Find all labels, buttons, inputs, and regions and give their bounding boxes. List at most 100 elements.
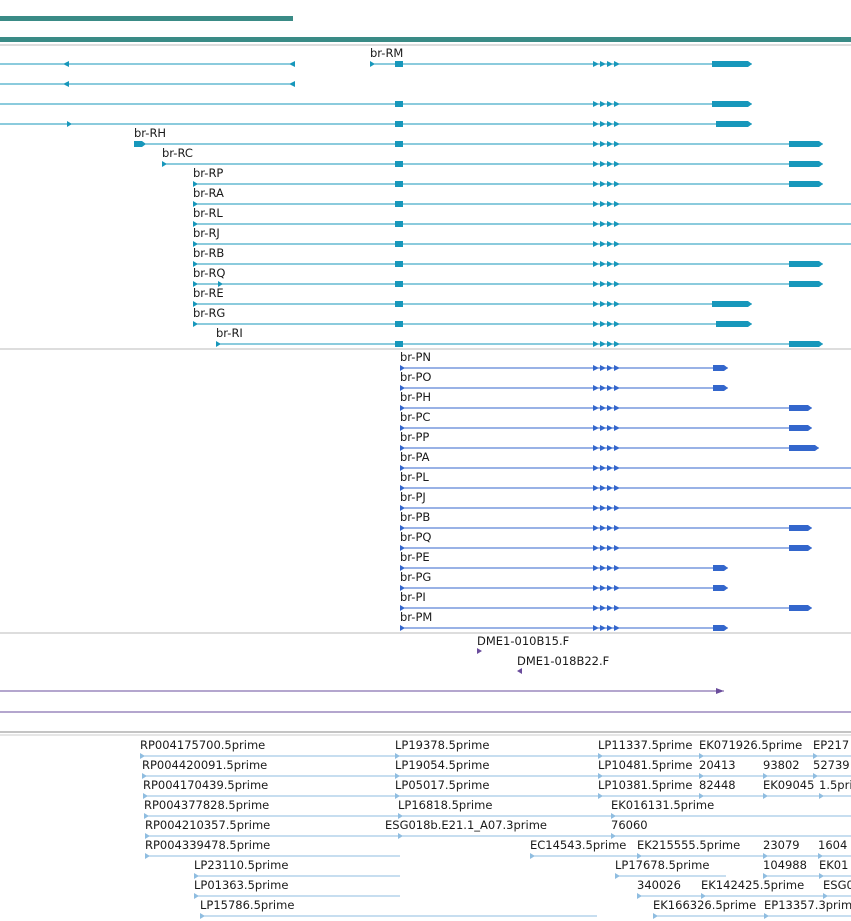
transcript-rb[interactable]: br-RB	[193, 246, 823, 267]
est-label: RP004170439.5prime	[143, 778, 268, 792]
est-label: RP004175700.5prime	[140, 738, 265, 752]
est-feature[interactable]: RP004339478.5prime	[145, 838, 400, 859]
est-label: RP004420091.5prime	[142, 758, 267, 772]
protein-label: br-PH	[400, 390, 431, 404]
est-feature[interactable]: LP17678.5prime	[615, 858, 726, 879]
est-feature[interactable]: LP01363.5prime	[194, 878, 400, 899]
transcript-label: br-RG	[193, 306, 225, 320]
est-label: LP05017.5prime	[395, 778, 489, 792]
transcript-rp[interactable]: br-RP	[193, 166, 823, 187]
est-label: ESG0	[823, 878, 851, 892]
transcript-rq[interactable]: br-RQ	[193, 266, 823, 287]
est-feature[interactable]: LP19378.5prime	[395, 738, 600, 759]
est-feature[interactable]: LP10381.5prime	[598, 778, 700, 799]
est-label: 1604	[818, 838, 847, 852]
protein-br-po[interactable]: br-PO	[400, 370, 728, 391]
transcript-row[interactable]	[0, 81, 295, 87]
est-feature[interactable]: EK01	[819, 858, 851, 879]
transcript-rl[interactable]: br-RL	[193, 206, 851, 227]
clone-end-feature[interactable]: DME1-018B22.F	[517, 654, 609, 674]
protein-label: br-PC	[400, 410, 430, 424]
est-feature[interactable]: LP11337.5prime	[598, 738, 700, 759]
est-label: EK142425.5prime	[701, 878, 804, 892]
protein-label: br-PA	[400, 450, 430, 464]
est-label: LP11337.5prime	[598, 738, 692, 752]
transcript-rg[interactable]: br-RG	[193, 306, 752, 327]
transcript-label: br-RB	[193, 246, 224, 260]
est-label: 340026	[637, 878, 681, 892]
est-feature[interactable]: EK016131.5prime	[611, 798, 851, 819]
est-feature[interactable]: ESG018b.E21.1_A07.3prime	[385, 818, 600, 839]
est-feature[interactable]: EP13357.3prime	[764, 898, 851, 919]
est-label: RP004339478.5prime	[145, 838, 270, 852]
protein-br-pc[interactable]: br-PC	[400, 410, 812, 431]
protein-br-pj[interactable]: br-PJ	[400, 490, 851, 511]
est-label: LP10481.5prime	[598, 758, 692, 772]
protein-br-ph[interactable]: br-PH	[400, 390, 812, 411]
protein-label: br-PO	[400, 370, 431, 384]
est-label: EC14543.5prime	[530, 838, 626, 852]
protein-label: br-PN	[400, 350, 431, 364]
est-label: LP19054.5prime	[395, 758, 489, 772]
est-label: LP23110.5prime	[194, 858, 288, 872]
est-label: EK09045	[763, 778, 814, 792]
protein-label: br-PP	[400, 430, 429, 444]
est-feature[interactable]: LP23110.5prime	[194, 858, 400, 879]
transcript-row[interactable]	[0, 121, 752, 127]
est-track: RP004175700.5prime RP004420091.5prime RP00…	[140, 738, 851, 919]
transcript-rh[interactable]: br-RH	[134, 126, 823, 147]
protein-label: br-PQ	[400, 530, 431, 544]
protein-br-pe[interactable]: br-PE	[400, 550, 728, 571]
transcript-ri[interactable]: br-RI	[216, 326, 823, 347]
transcript-ra[interactable]: br-RA	[193, 186, 851, 207]
protein-br-pg[interactable]: br-PG	[400, 570, 728, 591]
gene-feature-bar[interactable]	[0, 16, 293, 21]
est-feature[interactable]: LP10481.5prime	[598, 758, 700, 779]
protein-br-pp[interactable]: br-PP	[400, 430, 819, 451]
est-label: LP16818.5prime	[398, 798, 492, 812]
est-label: 52739	[813, 758, 850, 772]
transcript-row[interactable]	[0, 101, 752, 107]
est-label: 76060	[611, 818, 648, 832]
est-label: 104988	[763, 858, 807, 872]
protein-br-pa[interactable]: br-PA	[400, 450, 851, 471]
est-label: 82448	[699, 778, 736, 792]
est-label: 20413	[699, 758, 736, 772]
transcript-rj[interactable]: br-RJ	[193, 226, 851, 247]
gene-feature-bar[interactable]	[0, 37, 851, 42]
transcript-label: br-RC	[162, 146, 193, 160]
clone-span[interactable]	[0, 688, 724, 694]
transcript-label: br-RI	[216, 326, 243, 340]
protein-br-pn[interactable]: br-PN	[400, 350, 728, 371]
protein-br-pq[interactable]: br-PQ	[400, 530, 812, 551]
est-feature[interactable]: EP217	[813, 738, 851, 759]
est-label: LP19378.5prime	[395, 738, 489, 752]
transcript-label: br-RQ	[193, 266, 225, 280]
clone-end-label: DME1-018B22.F	[517, 654, 609, 668]
est-feature[interactable]: LP19054.5prime	[395, 758, 600, 779]
est-feature[interactable]: ESG0	[823, 878, 851, 899]
est-label: EK016131.5prime	[611, 798, 714, 812]
est-feature[interactable]: LP16818.5prime	[398, 798, 600, 819]
transcript-re[interactable]: br-RE	[193, 286, 752, 307]
protein-br-pi[interactable]: br-PI	[400, 590, 812, 611]
transcript-rc[interactable]: br-RC	[162, 146, 823, 167]
protein-label: br-PE	[400, 550, 430, 564]
transcript-label: br-RL	[193, 206, 223, 220]
est-feature[interactable]: 76060	[611, 818, 851, 839]
transcript-row[interactable]	[0, 61, 295, 67]
est-feature[interactable]: 52739	[813, 758, 851, 779]
protein-br-pm[interactable]: br-PM	[400, 610, 728, 631]
est-label: 93802	[763, 758, 800, 772]
est-feature[interactable]: LP05017.5prime	[395, 778, 600, 799]
est-feature[interactable]: 1.5prime	[819, 778, 851, 799]
est-feature[interactable]: LP15786.5prime	[200, 898, 597, 919]
clone-end-feature[interactable]: DME1-010B15.F	[477, 634, 569, 654]
transcript-row[interactable]	[370, 61, 752, 67]
est-label: EP13357.3prime	[764, 898, 851, 912]
protein-br-pb[interactable]: br-PB	[400, 510, 812, 531]
est-label: RP004377828.5prime	[144, 798, 269, 812]
protein-br-pl[interactable]: br-PL	[400, 470, 851, 491]
est-feature[interactable]: 1604	[818, 838, 851, 859]
est-label: EK01	[819, 858, 848, 872]
